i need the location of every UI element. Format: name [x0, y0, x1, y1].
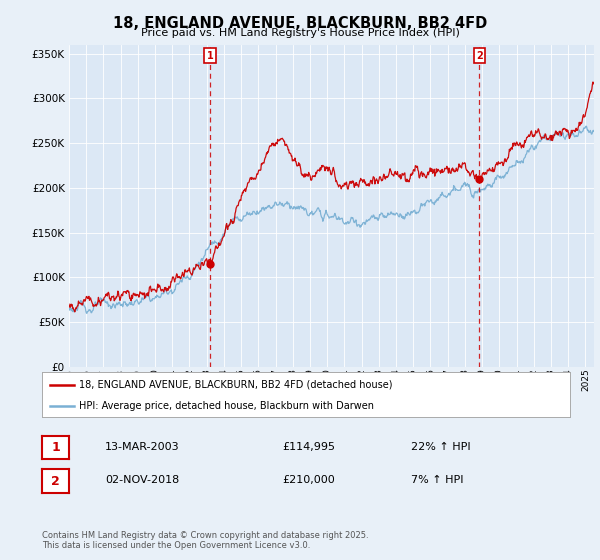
Text: 7% ↑ HPI: 7% ↑ HPI [411, 475, 464, 486]
Text: 1: 1 [207, 50, 214, 60]
Text: 18, ENGLAND AVENUE, BLACKBURN, BB2 4FD: 18, ENGLAND AVENUE, BLACKBURN, BB2 4FD [113, 16, 487, 31]
Text: Contains HM Land Registry data © Crown copyright and database right 2025.
This d: Contains HM Land Registry data © Crown c… [42, 530, 368, 550]
Text: £114,995: £114,995 [282, 442, 335, 452]
Text: 22% ↑ HPI: 22% ↑ HPI [411, 442, 470, 452]
Text: 2: 2 [51, 474, 60, 488]
Text: 2: 2 [476, 50, 483, 60]
Text: Price paid vs. HM Land Registry's House Price Index (HPI): Price paid vs. HM Land Registry's House … [140, 28, 460, 38]
Text: HPI: Average price, detached house, Blackburn with Darwen: HPI: Average price, detached house, Blac… [79, 401, 374, 411]
Text: £210,000: £210,000 [282, 475, 335, 486]
Text: 1: 1 [51, 441, 60, 454]
Text: 18, ENGLAND AVENUE, BLACKBURN, BB2 4FD (detached house): 18, ENGLAND AVENUE, BLACKBURN, BB2 4FD (… [79, 380, 392, 390]
Text: 02-NOV-2018: 02-NOV-2018 [105, 475, 179, 486]
Text: 13-MAR-2003: 13-MAR-2003 [105, 442, 179, 452]
